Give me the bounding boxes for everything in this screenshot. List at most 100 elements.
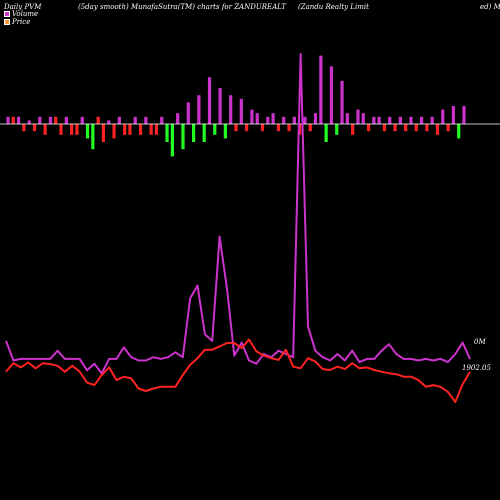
legend-volume: Volume (4, 10, 38, 18)
volume-bar (32, 124, 37, 132)
volume-bar (335, 124, 339, 135)
volume-bar (17, 116, 21, 124)
volume-bar (329, 66, 334, 124)
volume-bar (266, 116, 270, 124)
volume-bar (165, 124, 169, 142)
legend-price-label: Price (12, 18, 31, 26)
volume-bar (271, 113, 275, 124)
header-company-end: ed) M (480, 3, 500, 11)
volume-bar (186, 102, 190, 124)
volume-bar (313, 113, 318, 124)
volume-bar (80, 116, 84, 124)
volume-bar (70, 124, 74, 135)
volume-bar (260, 124, 265, 132)
volume-line (5, 53, 471, 375)
volume-bar (75, 124, 79, 135)
header-left: Daily PVM (4, 3, 42, 11)
volume-bar (366, 124, 371, 132)
volume-bar (107, 120, 111, 124)
volume-bar (96, 116, 100, 124)
price-swatch (4, 19, 10, 25)
volume-bar (128, 124, 132, 135)
volume-bar (207, 77, 212, 124)
volume-bar (292, 116, 296, 124)
volume-bar (234, 124, 238, 132)
volume-bar (133, 116, 137, 124)
price-level-label: 1902.05 (462, 364, 491, 372)
volume-bar (117, 116, 121, 124)
volume-bar (377, 116, 381, 124)
price-line (5, 338, 471, 403)
volume-bar (149, 124, 153, 135)
volume-bar (276, 124, 281, 132)
volume-bar (170, 124, 174, 157)
volume-bar (223, 124, 227, 139)
volume-bar (218, 88, 222, 124)
header-company: (Zandu Realty Limit (298, 3, 369, 11)
volume-bar (101, 124, 106, 142)
volume-bar (22, 124, 26, 132)
volume-bar (91, 124, 95, 150)
volume-bar (11, 116, 15, 124)
volume-bar (308, 124, 312, 132)
volume-bar (398, 116, 402, 124)
volume-bar (287, 124, 291, 132)
volume-bar (361, 113, 365, 124)
volume-bar (446, 124, 450, 132)
volume-bar (176, 113, 180, 124)
volume-bar (138, 124, 143, 135)
volume-bar (245, 124, 249, 132)
volume-bar (282, 116, 286, 124)
volume-level-label: 0M (474, 338, 486, 346)
volume-bar (457, 124, 461, 139)
volume-bar (250, 109, 254, 124)
volume-bar (345, 113, 349, 124)
volume-bar (43, 124, 47, 135)
volume-bar (123, 124, 127, 135)
volume-bar (340, 80, 344, 124)
volume-bar (425, 124, 429, 132)
legend-price: Price (4, 18, 30, 26)
volume-bar (351, 124, 355, 135)
volume-bar (112, 124, 116, 139)
volume-bar (414, 124, 418, 132)
volume-bar (255, 113, 259, 124)
volume-bar (404, 124, 408, 132)
volume-bar (202, 124, 206, 142)
volume-bar (441, 109, 445, 124)
volume-bar (324, 124, 328, 142)
volume-bar (48, 116, 53, 124)
volume-bar (160, 116, 164, 124)
volume-bar (38, 116, 42, 124)
volume-bar (213, 124, 217, 135)
volume-bar (154, 124, 159, 135)
volume-bar (59, 124, 63, 135)
volume-bar (197, 95, 201, 124)
volume-bar (27, 120, 31, 124)
volume-bar (239, 98, 243, 124)
volume-bar (64, 116, 68, 124)
volume-bar (191, 124, 196, 142)
volume-bar (181, 124, 185, 150)
volume-bar (85, 124, 90, 139)
volume-bar (356, 109, 360, 124)
volume-bar (388, 116, 392, 124)
volume-bar (303, 116, 307, 124)
volume-bars (6, 55, 466, 157)
volume-bar (144, 116, 148, 124)
volume-bar (393, 124, 397, 132)
volume-bar (409, 116, 413, 124)
volume-bar (435, 124, 440, 135)
volume-bar (6, 116, 10, 124)
header-title: (5day smooth) MunafaSutra(TM) charts for… (78, 3, 286, 11)
volume-bar (229, 95, 233, 124)
volume-swatch (4, 11, 10, 17)
volume-bar (451, 106, 455, 124)
legend-volume-label: Volume (12, 10, 39, 18)
volume-bar (382, 124, 387, 132)
volume-bar (419, 116, 424, 124)
volume-bar (319, 55, 323, 124)
volume-bar (430, 116, 434, 124)
volume-bar (54, 116, 58, 124)
